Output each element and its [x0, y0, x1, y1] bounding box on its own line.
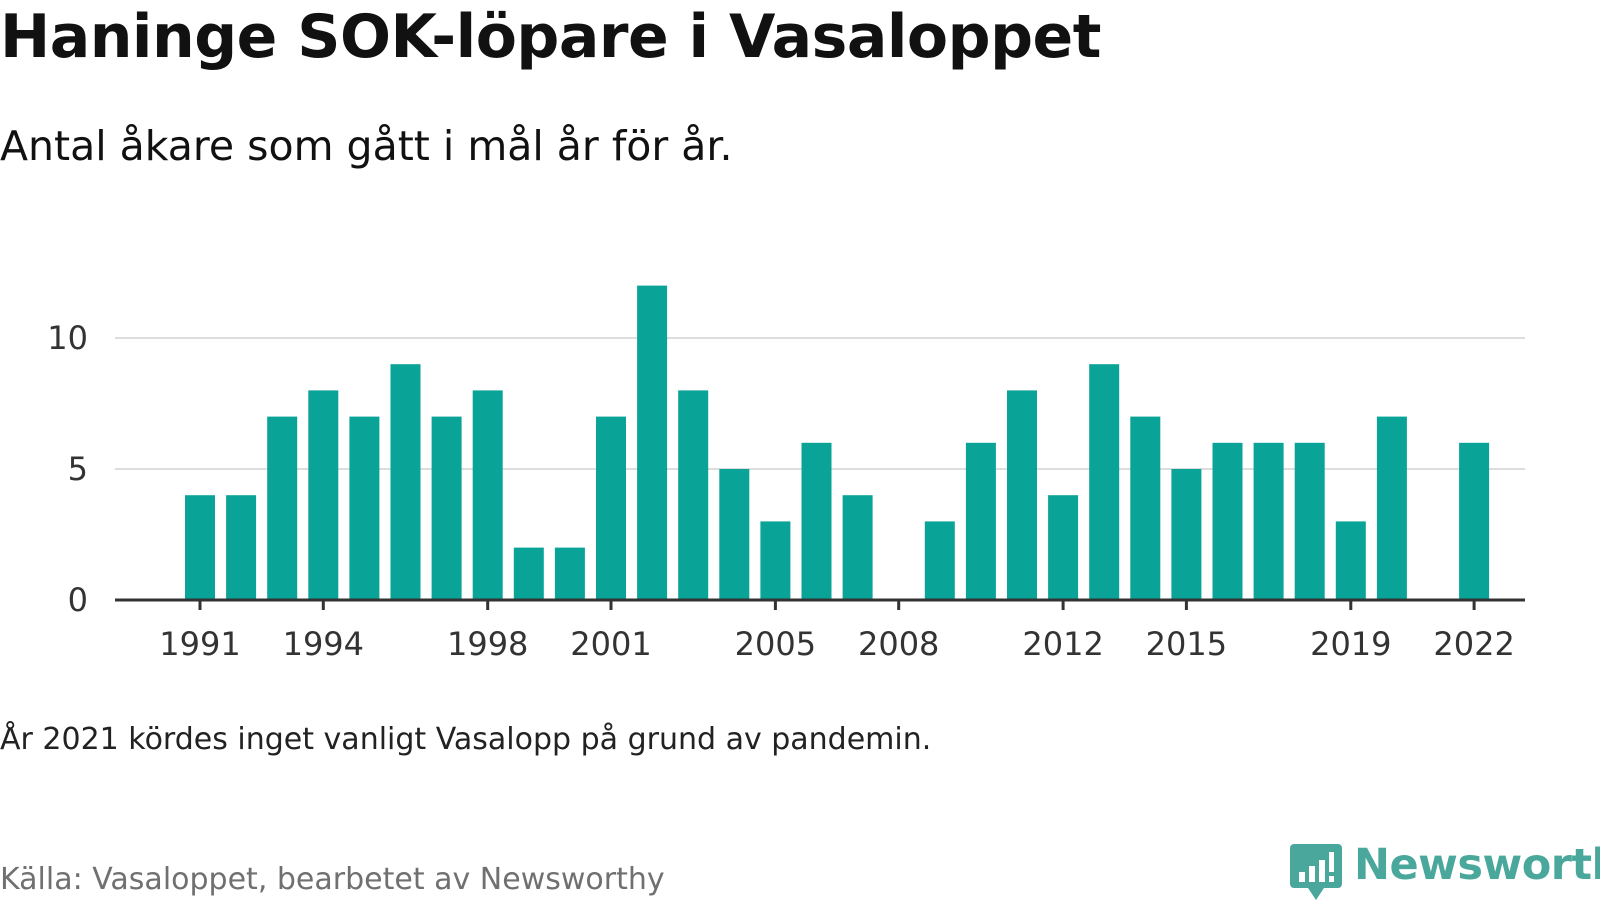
- y-tick-label: 5: [68, 450, 88, 488]
- bar-2003: [678, 390, 709, 600]
- chart-title: Haninge SOK-löpare i Vasaloppet: [0, 2, 1101, 72]
- bar-2004: [719, 469, 750, 600]
- y-tick-label: 10: [47, 319, 88, 357]
- bar-2014: [1130, 416, 1161, 600]
- bar-2007: [842, 495, 873, 600]
- x-tick-label: 2015: [1146, 625, 1227, 663]
- bar-1996: [390, 364, 421, 600]
- bars: [185, 285, 1490, 600]
- bar-2020: [1376, 416, 1407, 600]
- bar-1991: [185, 495, 215, 600]
- bar-1994: [308, 390, 339, 600]
- bar-2009: [924, 521, 955, 600]
- bar-1993: [267, 416, 298, 600]
- x-tick-label: 2022: [1433, 625, 1514, 663]
- bar-2013: [1089, 364, 1120, 600]
- chart-subtitle: Antal åkare som gått i mål år för år.: [0, 122, 733, 170]
- x-tick-label: 1998: [447, 625, 528, 663]
- x-tick-label: 2005: [735, 625, 816, 663]
- bar-2006: [801, 442, 832, 600]
- bar-2015: [1171, 469, 1202, 600]
- x-tick-label: 2019: [1310, 625, 1391, 663]
- bar-2001: [596, 416, 626, 600]
- bar-2017: [1253, 442, 1284, 600]
- newsworthy-bar-chart-logo-icon: [1290, 844, 1342, 900]
- x-tick-label: 1994: [283, 625, 364, 663]
- bar-1999: [513, 547, 544, 600]
- bar-2000: [554, 547, 585, 600]
- bar-1992: [226, 495, 257, 600]
- bar-2012: [1048, 495, 1079, 600]
- bar-1997: [431, 416, 462, 600]
- x-tick-label: 1991: [159, 625, 240, 663]
- bar-2005: [760, 521, 791, 600]
- bar-1998: [472, 390, 503, 600]
- bar-2011: [1007, 390, 1037, 600]
- x-tick-label: 2012: [1022, 625, 1103, 663]
- bar-1995: [349, 416, 380, 600]
- y-tick-label: 0: [68, 581, 88, 619]
- bar-2018: [1294, 442, 1325, 600]
- bar-chart: 0 5 10 1991 1994 1998 2001 2005 2008 2012 2015 2019…: [47, 285, 1525, 663]
- bar-2022: [1459, 442, 1490, 600]
- bar-2016: [1212, 442, 1243, 600]
- bar-2002: [637, 285, 668, 600]
- source-credit: Källa: Vasaloppet, bearbetet av Newswort…: [0, 862, 665, 897]
- x-tick-label: 2001: [570, 625, 651, 663]
- bar-2010: [965, 442, 996, 600]
- bar-2019: [1335, 521, 1366, 600]
- x-tick-label: 2008: [858, 625, 939, 663]
- axes: 0 5 10 1991 1994 1998 2001 2005 2008 2012 2015 2019…: [47, 319, 1525, 663]
- newsworthy-logo: Newsworthy: [1290, 840, 1600, 900]
- footnote: År 2021 kördes inget vanligt Vasalopp på…: [0, 722, 932, 757]
- logo-text: Newsworthy: [1354, 840, 1600, 890]
